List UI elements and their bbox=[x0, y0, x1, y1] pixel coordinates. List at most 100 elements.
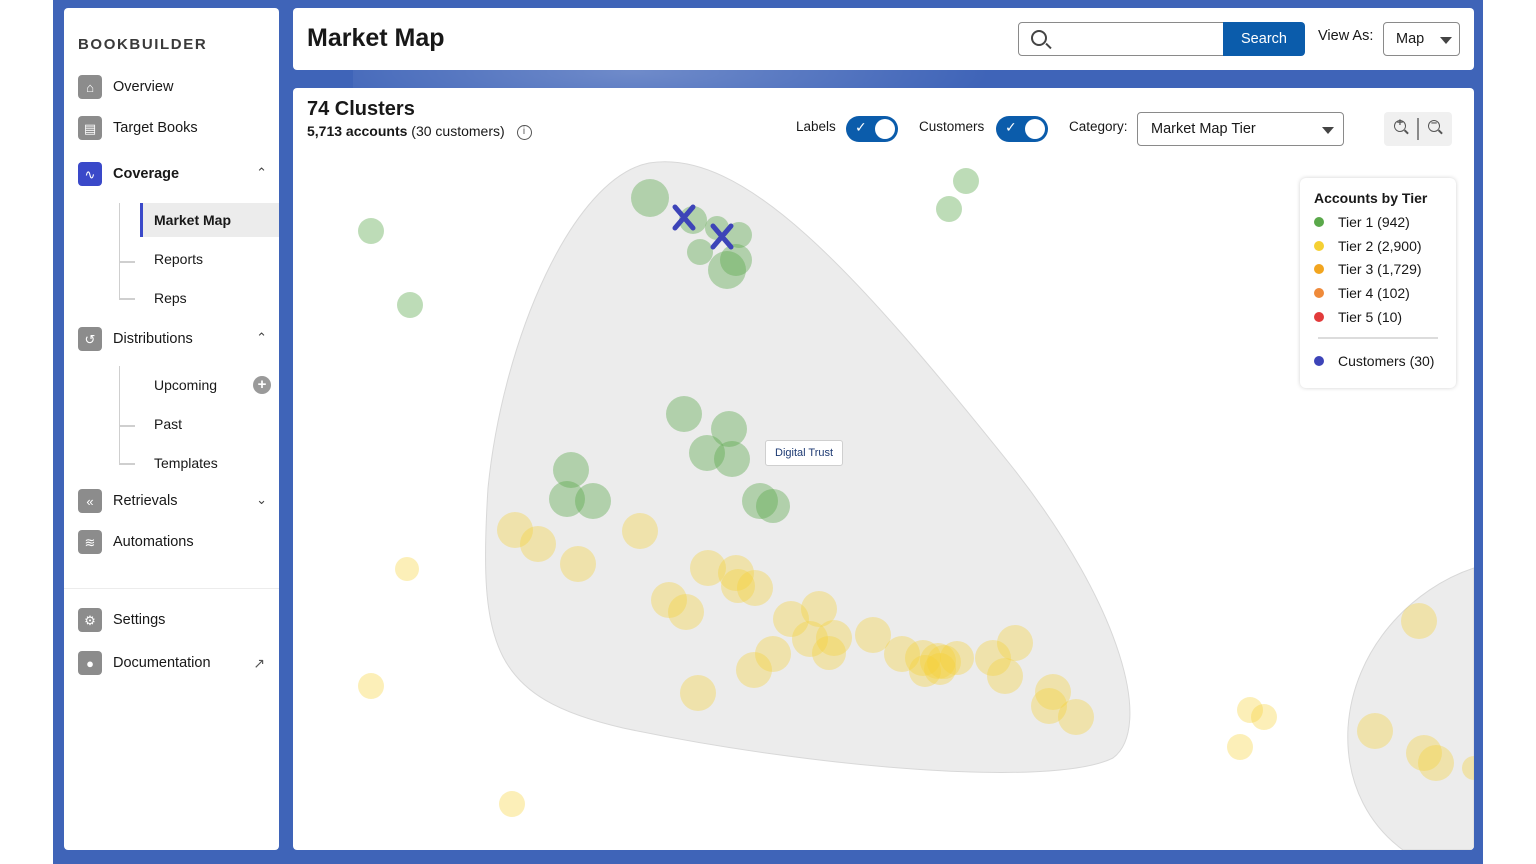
legend: Accounts by Tier Tier 1 (942) Tier 2 (2,… bbox=[1300, 178, 1456, 388]
chevron-up-icon[interactable]: ⌃ bbox=[256, 330, 267, 345]
nav-overview[interactable]: ⌂ Overview bbox=[78, 70, 273, 104]
nav-automations-label: Automations bbox=[113, 534, 194, 550]
account-point bbox=[689, 435, 725, 471]
home-icon: ⌂ bbox=[78, 75, 102, 99]
caret-down-icon bbox=[1322, 127, 1334, 134]
account-point bbox=[1251, 704, 1277, 730]
legend-title: Accounts by Tier bbox=[1314, 190, 1428, 206]
search-input[interactable] bbox=[1018, 22, 1224, 56]
account-point bbox=[1237, 697, 1263, 723]
account-point bbox=[792, 621, 828, 657]
account-point bbox=[358, 673, 384, 699]
account-point bbox=[1462, 756, 1474, 780]
check-icon: ✓ bbox=[1005, 119, 1017, 135]
check-icon: ✓ bbox=[855, 119, 867, 135]
tree-line bbox=[119, 366, 120, 464]
account-point bbox=[924, 653, 956, 685]
account-point bbox=[773, 601, 809, 637]
legend-item: Customers (30) bbox=[1314, 349, 1442, 373]
account-point bbox=[975, 640, 1011, 676]
tier-4-dot bbox=[1314, 287, 1324, 298]
nav-reps[interactable]: Reps bbox=[154, 290, 187, 306]
account-point bbox=[553, 452, 589, 488]
legend-label: Tier 3 (1,729) bbox=[1338, 261, 1422, 278]
customer-marker-icon bbox=[672, 204, 696, 231]
nav-automations[interactable]: ≋ Automations bbox=[78, 525, 273, 559]
caret-down-icon bbox=[1440, 37, 1452, 44]
nav-market-map[interactable]: Market Map bbox=[140, 203, 279, 237]
zoom-out-icon[interactable]: – bbox=[1428, 117, 1444, 136]
account-point bbox=[1058, 699, 1094, 735]
customers-toggle[interactable]: ✓ bbox=[996, 116, 1048, 142]
toggle-knob bbox=[875, 119, 895, 139]
cluster-region bbox=[484, 161, 1131, 773]
account-point bbox=[397, 292, 423, 318]
nav-upcoming-label: Upcoming bbox=[154, 377, 218, 393]
account-point bbox=[560, 546, 596, 582]
account-point bbox=[1406, 735, 1442, 771]
tree-tick bbox=[119, 425, 135, 427]
nav-target-books[interactable]: ▤ Target Books bbox=[78, 111, 273, 145]
nav-distributions[interactable]: ↺ Distributions ⌃ bbox=[78, 322, 273, 356]
account-point bbox=[812, 636, 846, 670]
nav-documentation[interactable]: ● Documentation ↗ bbox=[78, 646, 273, 680]
account-point bbox=[520, 526, 556, 562]
customers-dot bbox=[1314, 355, 1324, 366]
account-point bbox=[1357, 713, 1393, 749]
accounts-summary: 5,713 accounts (30 customers) i bbox=[307, 123, 532, 140]
account-point bbox=[905, 640, 941, 676]
rewind-icon: « bbox=[78, 489, 102, 513]
account-point bbox=[940, 641, 974, 675]
legend-item: Tier 3 (1,729) bbox=[1314, 257, 1442, 281]
nav-coverage-label: Coverage bbox=[113, 166, 180, 182]
view-as-label: View As: bbox=[1318, 28, 1374, 44]
account-point bbox=[742, 483, 778, 519]
category-label: Category: bbox=[1069, 119, 1128, 134]
account-point bbox=[631, 179, 669, 217]
account-point bbox=[953, 168, 979, 194]
info-icon[interactable]: i bbox=[516, 124, 532, 140]
search-button[interactable]: Search bbox=[1223, 22, 1305, 56]
account-point bbox=[708, 251, 746, 289]
nav-settings[interactable]: ⚙ Settings bbox=[78, 603, 273, 637]
nav-reports[interactable]: Reports bbox=[154, 251, 204, 267]
view-as-select[interactable]: Map bbox=[1383, 22, 1460, 56]
category-select[interactable]: Market Map Tier bbox=[1137, 112, 1344, 146]
zoom-in-icon[interactable]: + bbox=[1394, 117, 1410, 136]
page-header: Market Map Search View As: Map bbox=[293, 8, 1474, 70]
tier-3-dot bbox=[1314, 264, 1324, 275]
legend-item: Tier 4 (102) bbox=[1314, 281, 1442, 305]
add-icon[interactable]: + bbox=[253, 376, 271, 394]
labels-toggle-label: Labels bbox=[796, 119, 836, 134]
cluster-map[interactable] bbox=[293, 88, 1474, 850]
account-point bbox=[736, 652, 772, 688]
nav-retrievals[interactable]: « Retrievals ⌄ bbox=[78, 484, 273, 518]
chevron-up-icon[interactable]: ⌃ bbox=[256, 165, 267, 180]
account-point bbox=[884, 636, 920, 672]
customer-markers bbox=[672, 204, 734, 250]
zoom-controls: + – bbox=[1384, 112, 1452, 146]
account-point bbox=[680, 675, 716, 711]
nav-past[interactable]: Past bbox=[154, 416, 183, 432]
book-icon: ▤ bbox=[78, 116, 102, 140]
nav-upcoming[interactable]: Upcoming + bbox=[140, 368, 279, 402]
chevron-down-icon[interactable]: ⌄ bbox=[256, 492, 267, 507]
tree-tick bbox=[119, 463, 135, 465]
account-point bbox=[711, 411, 747, 447]
account-point bbox=[920, 643, 956, 679]
account-point bbox=[549, 481, 585, 517]
legend-item: Tier 5 (10) bbox=[1314, 305, 1442, 329]
cluster-label[interactable]: Digital Trust bbox=[765, 440, 844, 466]
account-point bbox=[395, 557, 419, 581]
account-point bbox=[575, 483, 611, 519]
nav-settings-label: Settings bbox=[113, 612, 166, 628]
external-link-icon[interactable]: ↗ bbox=[253, 655, 265, 671]
account-point bbox=[497, 512, 533, 548]
nav-documentation-label: Documentation bbox=[113, 655, 211, 671]
legend-label: Tier 4 (102) bbox=[1338, 284, 1410, 301]
nav-templates[interactable]: Templates bbox=[154, 455, 218, 471]
nav-coverage[interactable]: ∿ Coverage ⌃ bbox=[78, 157, 273, 191]
clusters-title: 74 Clusters bbox=[307, 98, 415, 120]
labels-toggle[interactable]: ✓ bbox=[846, 116, 898, 142]
legend-item: Tier 1 (942) bbox=[1314, 210, 1442, 234]
